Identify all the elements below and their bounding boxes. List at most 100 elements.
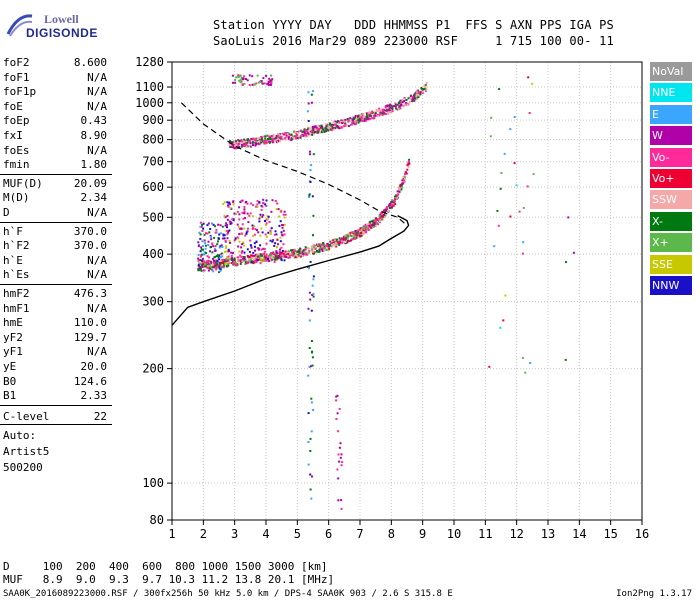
echo-point bbox=[226, 233, 229, 236]
echo-point bbox=[260, 257, 262, 260]
echo-point bbox=[408, 158, 411, 161]
echo-point bbox=[247, 221, 250, 224]
echo-point bbox=[387, 107, 390, 110]
param-row-md: M(D) 2.34 bbox=[3, 191, 109, 205]
echo-point bbox=[250, 261, 253, 264]
echo-point bbox=[228, 220, 231, 223]
echo-point bbox=[250, 260, 253, 263]
echo-point bbox=[302, 134, 305, 137]
echo-point bbox=[380, 212, 383, 215]
echo-point bbox=[209, 263, 212, 266]
echo-point bbox=[325, 127, 328, 130]
echo-point bbox=[306, 247, 309, 249]
param-value: 2.34 bbox=[80, 191, 108, 205]
echo-point bbox=[312, 252, 315, 255]
echo-point bbox=[213, 265, 216, 268]
echo-point bbox=[249, 139, 252, 142]
echo-point bbox=[267, 255, 270, 258]
echo-point bbox=[219, 260, 222, 262]
param-label: foEs bbox=[3, 143, 30, 157]
echo-point bbox=[224, 259, 226, 262]
echo-point bbox=[344, 234, 347, 237]
echo-point bbox=[304, 246, 307, 249]
echo-point bbox=[227, 260, 230, 263]
echo-point bbox=[317, 130, 320, 133]
echo-point bbox=[227, 262, 230, 265]
x-tick-label: 15 bbox=[603, 527, 617, 541]
echo-point bbox=[290, 249, 292, 252]
echo-point bbox=[199, 221, 202, 224]
echo-point bbox=[357, 121, 360, 124]
echo-point bbox=[258, 80, 261, 83]
echo-point bbox=[275, 250, 278, 253]
echo-point bbox=[292, 137, 295, 140]
echo-point bbox=[294, 252, 297, 254]
echo-point bbox=[337, 122, 340, 124]
echo-point bbox=[219, 269, 222, 272]
echo-point bbox=[201, 266, 204, 269]
echo-point bbox=[223, 234, 226, 237]
echo-point bbox=[297, 254, 300, 257]
echo-point bbox=[258, 257, 261, 260]
echo-point bbox=[373, 222, 376, 225]
echo-point bbox=[386, 206, 388, 209]
echo-point bbox=[311, 294, 314, 296]
echo-point bbox=[259, 253, 262, 256]
echo-point bbox=[240, 251, 243, 254]
echo-point bbox=[200, 264, 203, 267]
echo-point bbox=[227, 264, 230, 267]
echo-point bbox=[278, 253, 281, 256]
echo-point bbox=[278, 140, 280, 142]
echo-point bbox=[220, 266, 223, 269]
echo-point bbox=[250, 257, 253, 260]
echo-point bbox=[320, 244, 323, 247]
echo-point bbox=[341, 241, 344, 244]
echo-point bbox=[513, 162, 516, 165]
param-value: 22 bbox=[93, 409, 107, 423]
echo-point bbox=[252, 261, 255, 264]
echo-point bbox=[243, 144, 246, 147]
echo-point bbox=[300, 252, 303, 255]
echo-point bbox=[274, 258, 277, 261]
echo-point bbox=[276, 202, 279, 205]
echo-point bbox=[236, 223, 239, 226]
echo-point bbox=[242, 141, 245, 144]
echo-point bbox=[323, 247, 326, 250]
autoscaling-line1: Auto: bbox=[3, 428, 37, 442]
echo-point bbox=[244, 139, 247, 142]
echo-point bbox=[257, 253, 260, 256]
echo-point bbox=[273, 140, 275, 143]
echo-point bbox=[221, 264, 224, 267]
y-tick-label: 700 bbox=[142, 155, 164, 169]
echo-point bbox=[217, 237, 220, 240]
echo-point bbox=[247, 227, 249, 230]
echo-point bbox=[488, 365, 491, 368]
echo-point bbox=[341, 119, 344, 122]
echo-point bbox=[213, 236, 216, 239]
echo-point bbox=[307, 265, 310, 268]
echo-point bbox=[417, 96, 420, 99]
echo-point bbox=[236, 75, 239, 78]
echo-point bbox=[336, 412, 339, 415]
echo-point bbox=[383, 109, 386, 112]
echo-point bbox=[289, 137, 292, 140]
echo-point bbox=[310, 497, 313, 500]
echo-point bbox=[412, 95, 415, 97]
echo-point bbox=[279, 136, 282, 139]
echo-point bbox=[375, 217, 378, 220]
echo-point bbox=[277, 256, 280, 258]
echo-point bbox=[398, 105, 401, 108]
param-label: yE bbox=[3, 360, 17, 373]
echo-point bbox=[279, 240, 282, 243]
echo-point bbox=[239, 78, 242, 81]
echo-point bbox=[372, 117, 375, 120]
echo-point bbox=[264, 253, 267, 256]
echo-point bbox=[390, 106, 393, 109]
echo-point bbox=[206, 224, 209, 227]
echo-point bbox=[265, 199, 268, 202]
y-tick-label: 1000 bbox=[135, 96, 164, 110]
echo-point bbox=[337, 430, 340, 433]
echo-point bbox=[248, 144, 251, 147]
echo-point bbox=[379, 109, 382, 112]
echo-point bbox=[233, 239, 236, 242]
